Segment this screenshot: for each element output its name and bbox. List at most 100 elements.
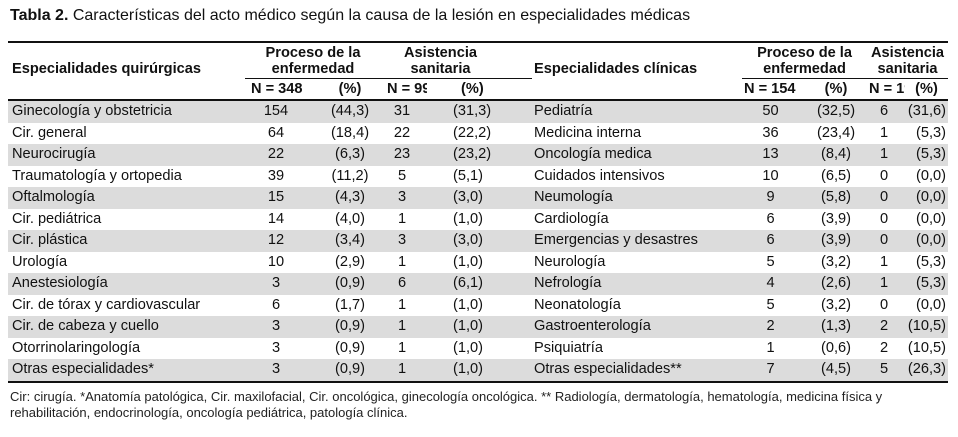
right-asistencia-count: 1 — [879, 124, 889, 141]
table-row: Anestesiología 3 (0,9) 6 (6,1) Nefrología 4 (2,… — [8, 273, 949, 295]
right-proceso-count: 2 — [742, 316, 806, 338]
header-left-asistencia-line2: sanitaria — [410, 61, 471, 77]
right-proceso-percent: (23,4) — [816, 124, 856, 141]
right-asistencia-percent: (10,5) — [907, 339, 947, 356]
header-right-asistencia-line2: sanitaria — [877, 61, 938, 77]
header-left-asistencia-line1: Asistencia — [404, 45, 478, 61]
table-row: Otras especialidades* 3 (0,9) 1 (1,0) Otras e… — [8, 359, 949, 383]
right-asistencia-percent: (5,3) — [916, 253, 947, 270]
table-row: Cir. pediátrica 14 (4,0) 1 (1,0) Cardiología 6… — [8, 209, 948, 231]
right-asistencia-percent: (0,0) — [916, 210, 947, 227]
right-proceso-percent: (8,4) — [805, 144, 868, 166]
left-specialty-name: Cir. de tórax y cardiovascular — [12, 296, 201, 313]
left-proceso-count: 64 — [267, 124, 285, 141]
right-proceso-count: 50 — [742, 100, 806, 123]
header-right-asistencia: Asistencia sanitaria — [867, 41, 949, 79]
left-asistencia-percent: (1,0) — [427, 316, 533, 338]
right-asistencia-percent: (5,3) — [905, 144, 949, 166]
left-specialty-name: Urología — [12, 253, 68, 270]
left-asistencia-n: N = 99 — [381, 78, 427, 101]
right-asistencia-percent: (10,5) — [905, 316, 949, 338]
right-asistencia-percent: (31,6) — [905, 100, 949, 123]
right-proceso-percent: (3,2) — [821, 253, 852, 270]
right-proceso-percent: (6,5) — [821, 167, 852, 184]
left-proceso-percent: (0,9) — [334, 339, 365, 356]
right-specialty-name: Emergencias y desastres — [532, 230, 743, 252]
right-specialties-label: Especialidades clínicas — [532, 60, 743, 83]
left-asistencia-percent: (1,0) — [453, 210, 484, 227]
left-specialty-name: Otras especialidades* — [8, 359, 245, 383]
left-proceso-percent: (2,9) — [334, 253, 365, 270]
right-proceso-count: 10 — [762, 167, 779, 184]
right-asistencia-count: 2 — [867, 316, 906, 338]
right-proceso-percent: (1,3) — [805, 316, 868, 338]
left-asistencia-count: 3 — [381, 230, 427, 252]
left-proceso-count: 14 — [267, 210, 285, 227]
left-asistencia-pct: (%) — [427, 78, 533, 101]
table-row: Ginecología y obstetricia 154 (44,3) 31 (31,… — [8, 100, 949, 123]
left-proceso-count: 6 — [271, 296, 281, 313]
left-asistencia-count: 5 — [397, 167, 407, 184]
left-specialty-name: Cir. general — [12, 124, 87, 141]
right-specialty-name: Medicina interna — [534, 124, 642, 141]
right-proceso-count: 9 — [742, 187, 806, 209]
right-asistencia-count: 6 — [867, 100, 906, 123]
left-asistencia-percent: (3,0) — [427, 230, 533, 252]
right-proceso-count: 6 — [742, 230, 806, 252]
right-proceso-percent: (3,9) — [805, 230, 868, 252]
header-left-proceso-line1: Proceso de la — [265, 45, 361, 61]
left-asistencia-percent: (3,0) — [427, 187, 533, 209]
table-body: Ginecología y obstetricia 154 (44,3) 31 (31,… — [8, 100, 949, 383]
right-specialty-name: Neumología — [532, 187, 743, 209]
left-proceso-percent: (0,9) — [319, 359, 381, 383]
left-asistencia-count: 23 — [381, 144, 427, 166]
right-asistencia-count: 1 — [867, 273, 906, 295]
right-asistencia-percent: (0,0) — [905, 187, 949, 209]
right-asistencia-percent: (26,3) — [905, 359, 949, 383]
right-specialty-name: Neonatología — [534, 296, 621, 313]
right-asistencia-count: 0 — [879, 210, 889, 227]
right-specialty-name: Neurología — [534, 253, 606, 270]
right-specialty-name: Cardiología — [534, 210, 609, 227]
right-proceso-percent: (4,5) — [805, 359, 868, 383]
right-asistencia-percent: (0,0) — [916, 296, 947, 313]
table-row: Urología 10 (2,9) 1 (1,0) Neurología 5 (3,2) 1 (5… — [8, 252, 948, 274]
left-proceso-percent: (1,7) — [334, 296, 365, 313]
right-proceso-count: 5 — [766, 253, 775, 270]
right-proceso-percent: (0,6) — [821, 339, 852, 356]
right-proceso-count: 36 — [762, 124, 779, 141]
left-asistencia-percent: (1,0) — [427, 359, 533, 383]
left-proceso-count: 3 — [245, 273, 319, 295]
left-asistencia-count: 6 — [381, 273, 427, 295]
left-proceso-percent: (3,4) — [319, 230, 381, 252]
right-asistencia-percent: (5,3) — [905, 273, 949, 295]
left-proceso-n: N = 348 — [245, 78, 319, 101]
table-row: Neurocirugía 22 (6,3) 23 (23,2) Oncología med… — [8, 144, 949, 166]
left-proceso-count: 10 — [267, 253, 285, 270]
right-proceso-percent: (3,9) — [821, 210, 852, 227]
left-proceso-count: 3 — [245, 359, 319, 383]
left-asistencia-count: 1 — [381, 316, 427, 338]
right-proceso-percent: (3,2) — [821, 296, 852, 313]
left-specialty-name: Traumatología y ortopedia — [12, 167, 182, 184]
left-asistencia-count: 22 — [393, 124, 411, 141]
right-proceso-count: 7 — [742, 359, 806, 383]
left-proceso-count: 39 — [267, 167, 285, 184]
left-asistencia-count: 1 — [397, 253, 407, 270]
left-asistencia-percent: (1,0) — [453, 296, 484, 313]
right-proceso-count: 4 — [742, 273, 806, 295]
left-asistencia-percent: (31,3) — [427, 100, 533, 123]
left-asistencia-count: 1 — [397, 339, 407, 356]
left-asistencia-percent: (5,1) — [453, 167, 484, 184]
left-specialty-name: Oftalmología — [8, 187, 245, 209]
right-proceso-count: 5 — [766, 296, 775, 313]
right-asistencia-count: 5 — [867, 359, 906, 383]
right-asistencia-pct: (%) — [905, 78, 949, 101]
right-specialty-name: Pediatría — [532, 100, 743, 123]
header-right-proceso: Proceso de la enfermedad — [742, 41, 868, 79]
left-proceso-percent: (4,3) — [319, 187, 381, 209]
left-asistencia-count: 1 — [397, 210, 407, 227]
header-right-proceso-line1: Proceso de la — [757, 45, 852, 61]
data-table: Proceso de la enfermedad Asistencia sani… — [8, 41, 949, 383]
left-asistencia-percent: (22,2) — [453, 124, 492, 141]
